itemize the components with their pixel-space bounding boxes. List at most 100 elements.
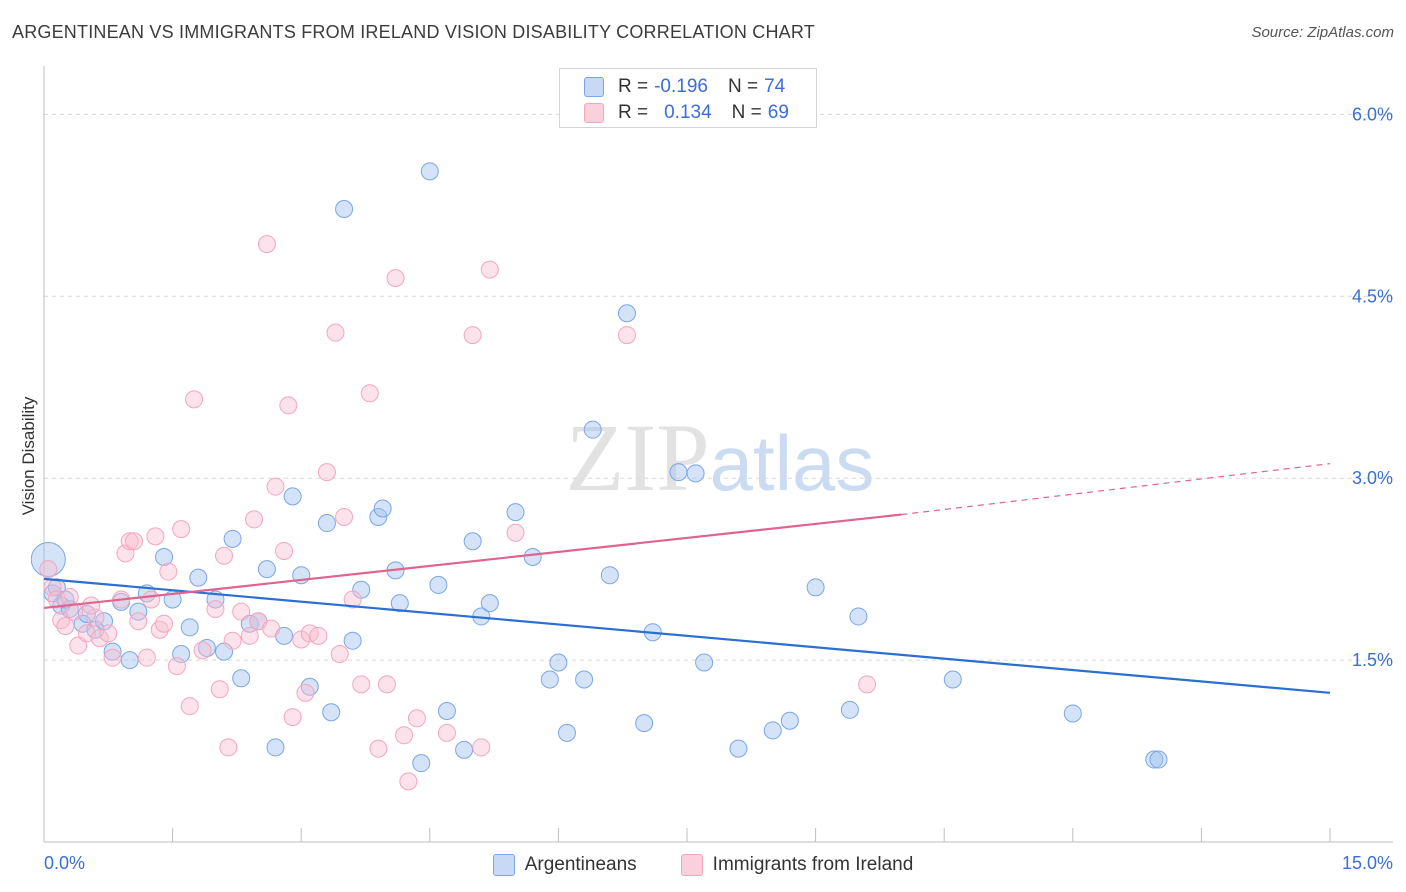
point-1-39 — [266, 477, 285, 496]
point-0-64 — [763, 721, 782, 740]
y-tick-label-3: 6.0% — [1352, 104, 1393, 124]
trend-line-0 — [43, 577, 1331, 694]
legend-item-ireland[interactable]: Immigrants from Ireland — [680, 854, 914, 876]
point-1-68 — [82, 596, 101, 615]
point-1-66 — [858, 675, 877, 694]
point-1-64 — [506, 523, 525, 542]
point-1-38 — [262, 619, 281, 638]
point-0-68 — [849, 607, 868, 626]
point-0-53 — [557, 723, 576, 742]
point-0-56 — [600, 566, 619, 585]
point-0-50 — [523, 548, 542, 567]
point-1-67 — [142, 590, 161, 609]
point-0-72 — [1149, 750, 1168, 769]
legend-n-ireland: 69 — [767, 102, 789, 123]
legend-swatch-ireland — [584, 103, 604, 123]
point-1-12 — [103, 648, 122, 667]
point-1-37 — [257, 235, 276, 254]
point-1-16 — [125, 532, 144, 551]
point-0-9 — [103, 642, 122, 661]
trend-line-dashed-1 — [901, 463, 1331, 516]
point-1-49 — [330, 645, 349, 664]
point-1-28 — [206, 600, 225, 619]
legend-label-ireland: Immigrants from Ireland — [712, 854, 914, 875]
point-1-31 — [219, 738, 238, 757]
point-0-54 — [575, 670, 594, 689]
point-1-51 — [343, 590, 362, 609]
trend-lines — [43, 463, 1331, 694]
trend-line-1 — [43, 513, 902, 610]
point-1-40 — [275, 541, 294, 560]
point-1-23 — [167, 657, 186, 676]
series-legend: Argentineans Immigrants from Ireland — [0, 851, 1406, 879]
point-1-46 — [309, 626, 328, 645]
point-1-54 — [369, 739, 388, 758]
point-1-60 — [437, 723, 456, 742]
point-0-45 — [455, 740, 474, 759]
point-0-70 — [1063, 704, 1082, 723]
watermark: ZIPatlas — [566, 404, 875, 511]
point-1-62 — [472, 738, 491, 757]
point-0-41 — [412, 754, 431, 773]
point-1-48 — [326, 323, 345, 342]
point-1-63 — [480, 260, 499, 279]
point-1-65 — [617, 326, 636, 345]
point-1-58 — [399, 772, 418, 791]
x-tick-label-min: 0.0% — [44, 853, 85, 873]
point-0-18 — [189, 568, 208, 587]
point-1-18 — [137, 648, 156, 667]
point-0-44 — [437, 702, 456, 721]
point-0-57 — [617, 304, 636, 323]
point-0-62 — [695, 653, 714, 672]
legend-item-argentineans[interactable]: Argentineans — [492, 854, 637, 876]
point-1-27 — [193, 641, 212, 660]
point-0-67 — [840, 700, 859, 719]
point-1-10 — [90, 629, 109, 648]
point-0-69 — [943, 670, 962, 689]
point-0-65 — [780, 711, 799, 730]
legend-label-argentineans: Argentineans — [524, 854, 637, 875]
point-1-34 — [240, 626, 259, 645]
grid-lines — [44, 113, 1393, 661]
point-0-60 — [669, 463, 688, 482]
legend-r-argentineans: -0.196 — [654, 76, 708, 97]
point-0-40 — [390, 594, 409, 613]
point-1-42 — [283, 708, 302, 727]
point-0-11 — [120, 651, 139, 670]
point-1-61 — [463, 326, 482, 345]
point-0-12 — [129, 602, 148, 621]
point-0-49 — [506, 503, 525, 522]
point-1-53 — [360, 384, 379, 403]
point-0-46 — [463, 532, 482, 551]
point-0-29 — [283, 487, 302, 506]
point-0-32 — [317, 514, 336, 533]
legend-swatch-argentineans — [584, 77, 604, 97]
point-1-25 — [180, 697, 199, 716]
point-0-42 — [420, 162, 439, 181]
point-1-21 — [155, 614, 174, 633]
y-axis-label: Vision Disability — [19, 396, 38, 515]
chart-title: ARGENTINEAN VS IMMIGRANTS FROM IRELAND V… — [12, 22, 815, 42]
point-0-61 — [686, 464, 705, 483]
axes — [43, 66, 1393, 843]
point-1-50 — [335, 507, 354, 526]
point-1-29 — [210, 680, 229, 699]
point-0-16 — [172, 645, 191, 664]
point-1-24 — [172, 520, 191, 539]
point-0-43 — [429, 575, 448, 594]
point-1-11 — [99, 624, 118, 643]
point-0-38 — [373, 499, 392, 518]
point-1-59 — [407, 709, 426, 728]
point-1-52 — [352, 675, 371, 694]
y-tick-label-1: 3.0% — [1352, 468, 1393, 488]
legend-r-ireland: 0.134 — [664, 102, 712, 123]
point-0-17 — [180, 618, 199, 637]
point-0-27 — [266, 738, 285, 757]
point-1-6 — [65, 602, 84, 621]
source-label: Source: ZipAtlas.com — [1251, 24, 1394, 41]
point-0-26 — [257, 560, 276, 579]
point-1-41 — [279, 396, 298, 415]
point-0-71 — [1145, 750, 1164, 769]
point-1-35 — [245, 510, 264, 529]
